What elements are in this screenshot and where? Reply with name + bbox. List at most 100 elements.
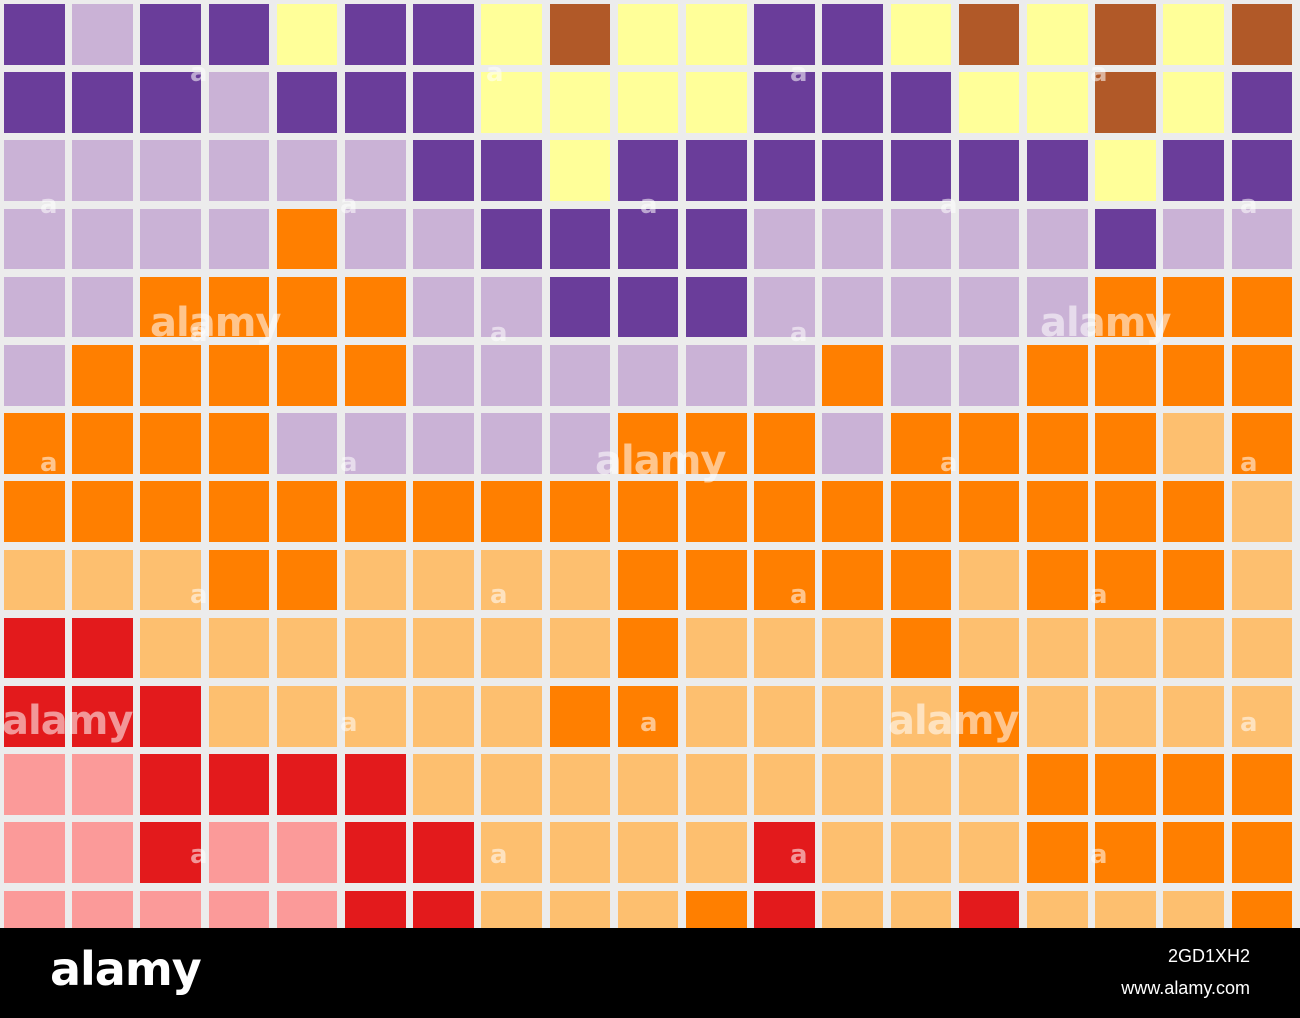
mosaic-tile (1163, 140, 1224, 201)
mosaic-tile (890, 549, 952, 611)
mosaic-tile (686, 72, 747, 133)
mosaic-tile (1163, 617, 1224, 679)
mosaic-tile (1027, 754, 1088, 815)
mosaic-tile (617, 140, 679, 201)
mosaic-tile (4, 276, 65, 338)
mosaic-tile (4, 481, 65, 542)
mosaic-tile (413, 890, 474, 928)
mosaic-tile (276, 686, 338, 747)
mosaic-tile (549, 822, 611, 883)
mosaic-tile (208, 822, 270, 883)
mosaic-tile (413, 413, 474, 474)
mosaic-tile (72, 754, 133, 815)
mosaic-tile (1163, 4, 1224, 65)
mosaic-tile (1231, 822, 1293, 883)
mosaic-tile (345, 72, 406, 133)
mosaic-tile (686, 686, 747, 747)
mosaic-tile (413, 345, 474, 406)
mosaic-tile (276, 890, 338, 928)
mosaic-tile (481, 276, 542, 338)
mosaic-tile (413, 754, 474, 815)
mosaic-tile (617, 208, 679, 270)
mosaic-tile (822, 890, 883, 928)
mosaic-tile (413, 549, 474, 611)
mosaic-tile (1231, 481, 1293, 542)
mosaic-tile (754, 890, 815, 928)
mosaic-tile (4, 413, 65, 474)
mosaic-tile (276, 276, 338, 338)
mosaic-tile (958, 822, 1020, 883)
mosaic-tile (1027, 208, 1088, 270)
mosaic-tile (481, 345, 542, 406)
mosaic-tile (617, 822, 679, 883)
mosaic-tile (345, 208, 406, 270)
mosaic-tile (1163, 549, 1224, 611)
mosaic-tile (754, 72, 815, 133)
mosaic-tile (208, 413, 270, 474)
mosaic-tile (686, 617, 747, 679)
mosaic-tile (1231, 617, 1293, 679)
mosaic-tile (958, 890, 1020, 928)
mosaic-tile (413, 481, 474, 542)
mosaic-tile (4, 549, 65, 611)
mosaic-tile (1095, 617, 1156, 679)
mosaic-tile (208, 481, 270, 542)
mosaic-tile (1095, 549, 1156, 611)
mosaic-tile (617, 890, 679, 928)
mosaic-tile (140, 617, 201, 679)
mosaic-tile (1095, 345, 1156, 406)
mosaic-tile (140, 686, 201, 747)
mosaic-tile (1095, 72, 1156, 133)
mosaic-tile (754, 276, 815, 338)
mosaic-tile (549, 686, 611, 747)
mosaic-tile (345, 549, 406, 611)
mosaic-tile (958, 4, 1020, 65)
mosaic-tile (549, 4, 611, 65)
mosaic-tile (4, 686, 65, 747)
mosaic-tile (549, 481, 611, 542)
mosaic-tile (1163, 754, 1224, 815)
mosaic-tile (958, 140, 1020, 201)
mosaic-tile (413, 276, 474, 338)
mosaic-tile (345, 413, 406, 474)
mosaic-tile (617, 4, 679, 65)
mosaic-tile (345, 754, 406, 815)
mosaic-tile (1027, 549, 1088, 611)
mosaic-tile (686, 754, 747, 815)
mosaic-tile (1231, 208, 1293, 270)
mosaic-tile (140, 754, 201, 815)
alamy-logo: alamy (50, 942, 202, 996)
mosaic-tile (276, 345, 338, 406)
mosaic-tile (890, 413, 952, 474)
mosaic-tile (1163, 686, 1224, 747)
mosaic-tile (822, 276, 883, 338)
mosaic-tile (890, 72, 952, 133)
mosaic-tile (754, 4, 815, 65)
mosaic-tile (1027, 822, 1088, 883)
mosaic-tile (481, 481, 542, 542)
mosaic-tile (72, 617, 133, 679)
mosaic-tile (1231, 140, 1293, 201)
mosaic-tile (1027, 276, 1088, 338)
mosaic-tile (413, 208, 474, 270)
mosaic-tile (686, 822, 747, 883)
mosaic-tile (140, 4, 201, 65)
mosaic-tile (140, 72, 201, 133)
mosaic-tile (686, 208, 747, 270)
mosaic-tile (617, 686, 679, 747)
mosaic-tile (686, 481, 747, 542)
mosaic-tile (958, 208, 1020, 270)
mosaic-tile (1095, 4, 1156, 65)
mosaic-tile (345, 822, 406, 883)
mosaic-tile (1095, 276, 1156, 338)
mosaic-tile (549, 617, 611, 679)
mosaic-tile (617, 72, 679, 133)
mosaic-tile (754, 549, 815, 611)
mosaic-tile (4, 208, 65, 270)
mosaic-tile (958, 549, 1020, 611)
mosaic-tile (72, 345, 133, 406)
mosaic-tile (1231, 549, 1293, 611)
mosaic-tile (754, 413, 815, 474)
mosaic-tile (140, 345, 201, 406)
mosaic-tile (481, 754, 542, 815)
